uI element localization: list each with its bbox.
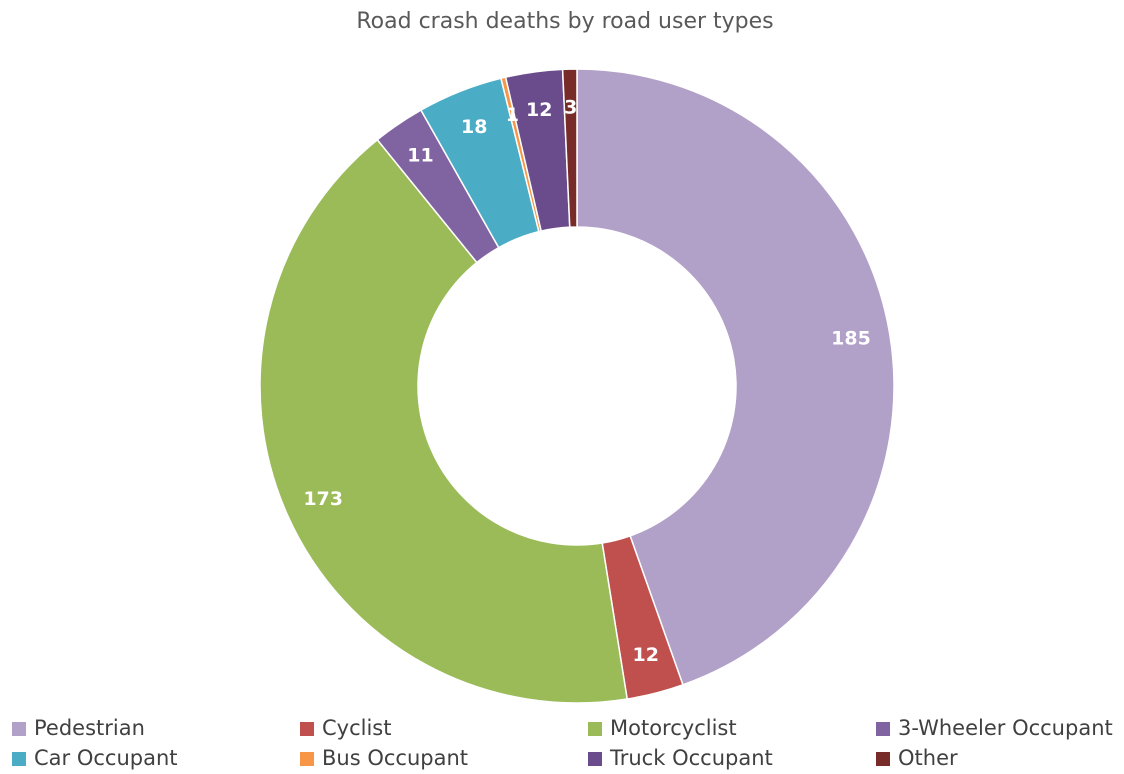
data-label: 185 [831,327,871,349]
legend-label: Truck Occupant [609,746,773,770]
data-label: 12 [526,99,552,121]
legend-swatch [12,752,26,766]
legend-label: Bus Occupant [322,746,468,770]
donut-slice [259,138,629,704]
legend-swatch [300,752,314,766]
legend-swatch [876,722,890,736]
legend-label: Other [898,746,958,770]
legend-label: Car Occupant [34,746,178,770]
chart-title: Road crash deaths by road user types [356,9,773,34]
legend-swatch [588,722,602,736]
legend-swatch [588,752,602,766]
data-label: 3 [564,97,577,119]
data-label: 173 [303,488,343,510]
data-label: 18 [461,116,487,138]
donut-slice [576,68,895,686]
legend-swatch [12,722,26,736]
data-label: 1 [506,104,519,126]
legend-label: Motorcyclist [610,716,737,740]
data-label: 12 [633,644,659,666]
donut-slice [561,68,578,228]
legend-label: 3-Wheeler Occupant [898,716,1113,740]
legend-swatch [300,722,314,736]
legend-swatch [876,752,890,766]
legend-label: Cyclist [322,716,391,740]
legend-label: Pedestrian [34,716,145,740]
data-label: 11 [407,145,433,167]
